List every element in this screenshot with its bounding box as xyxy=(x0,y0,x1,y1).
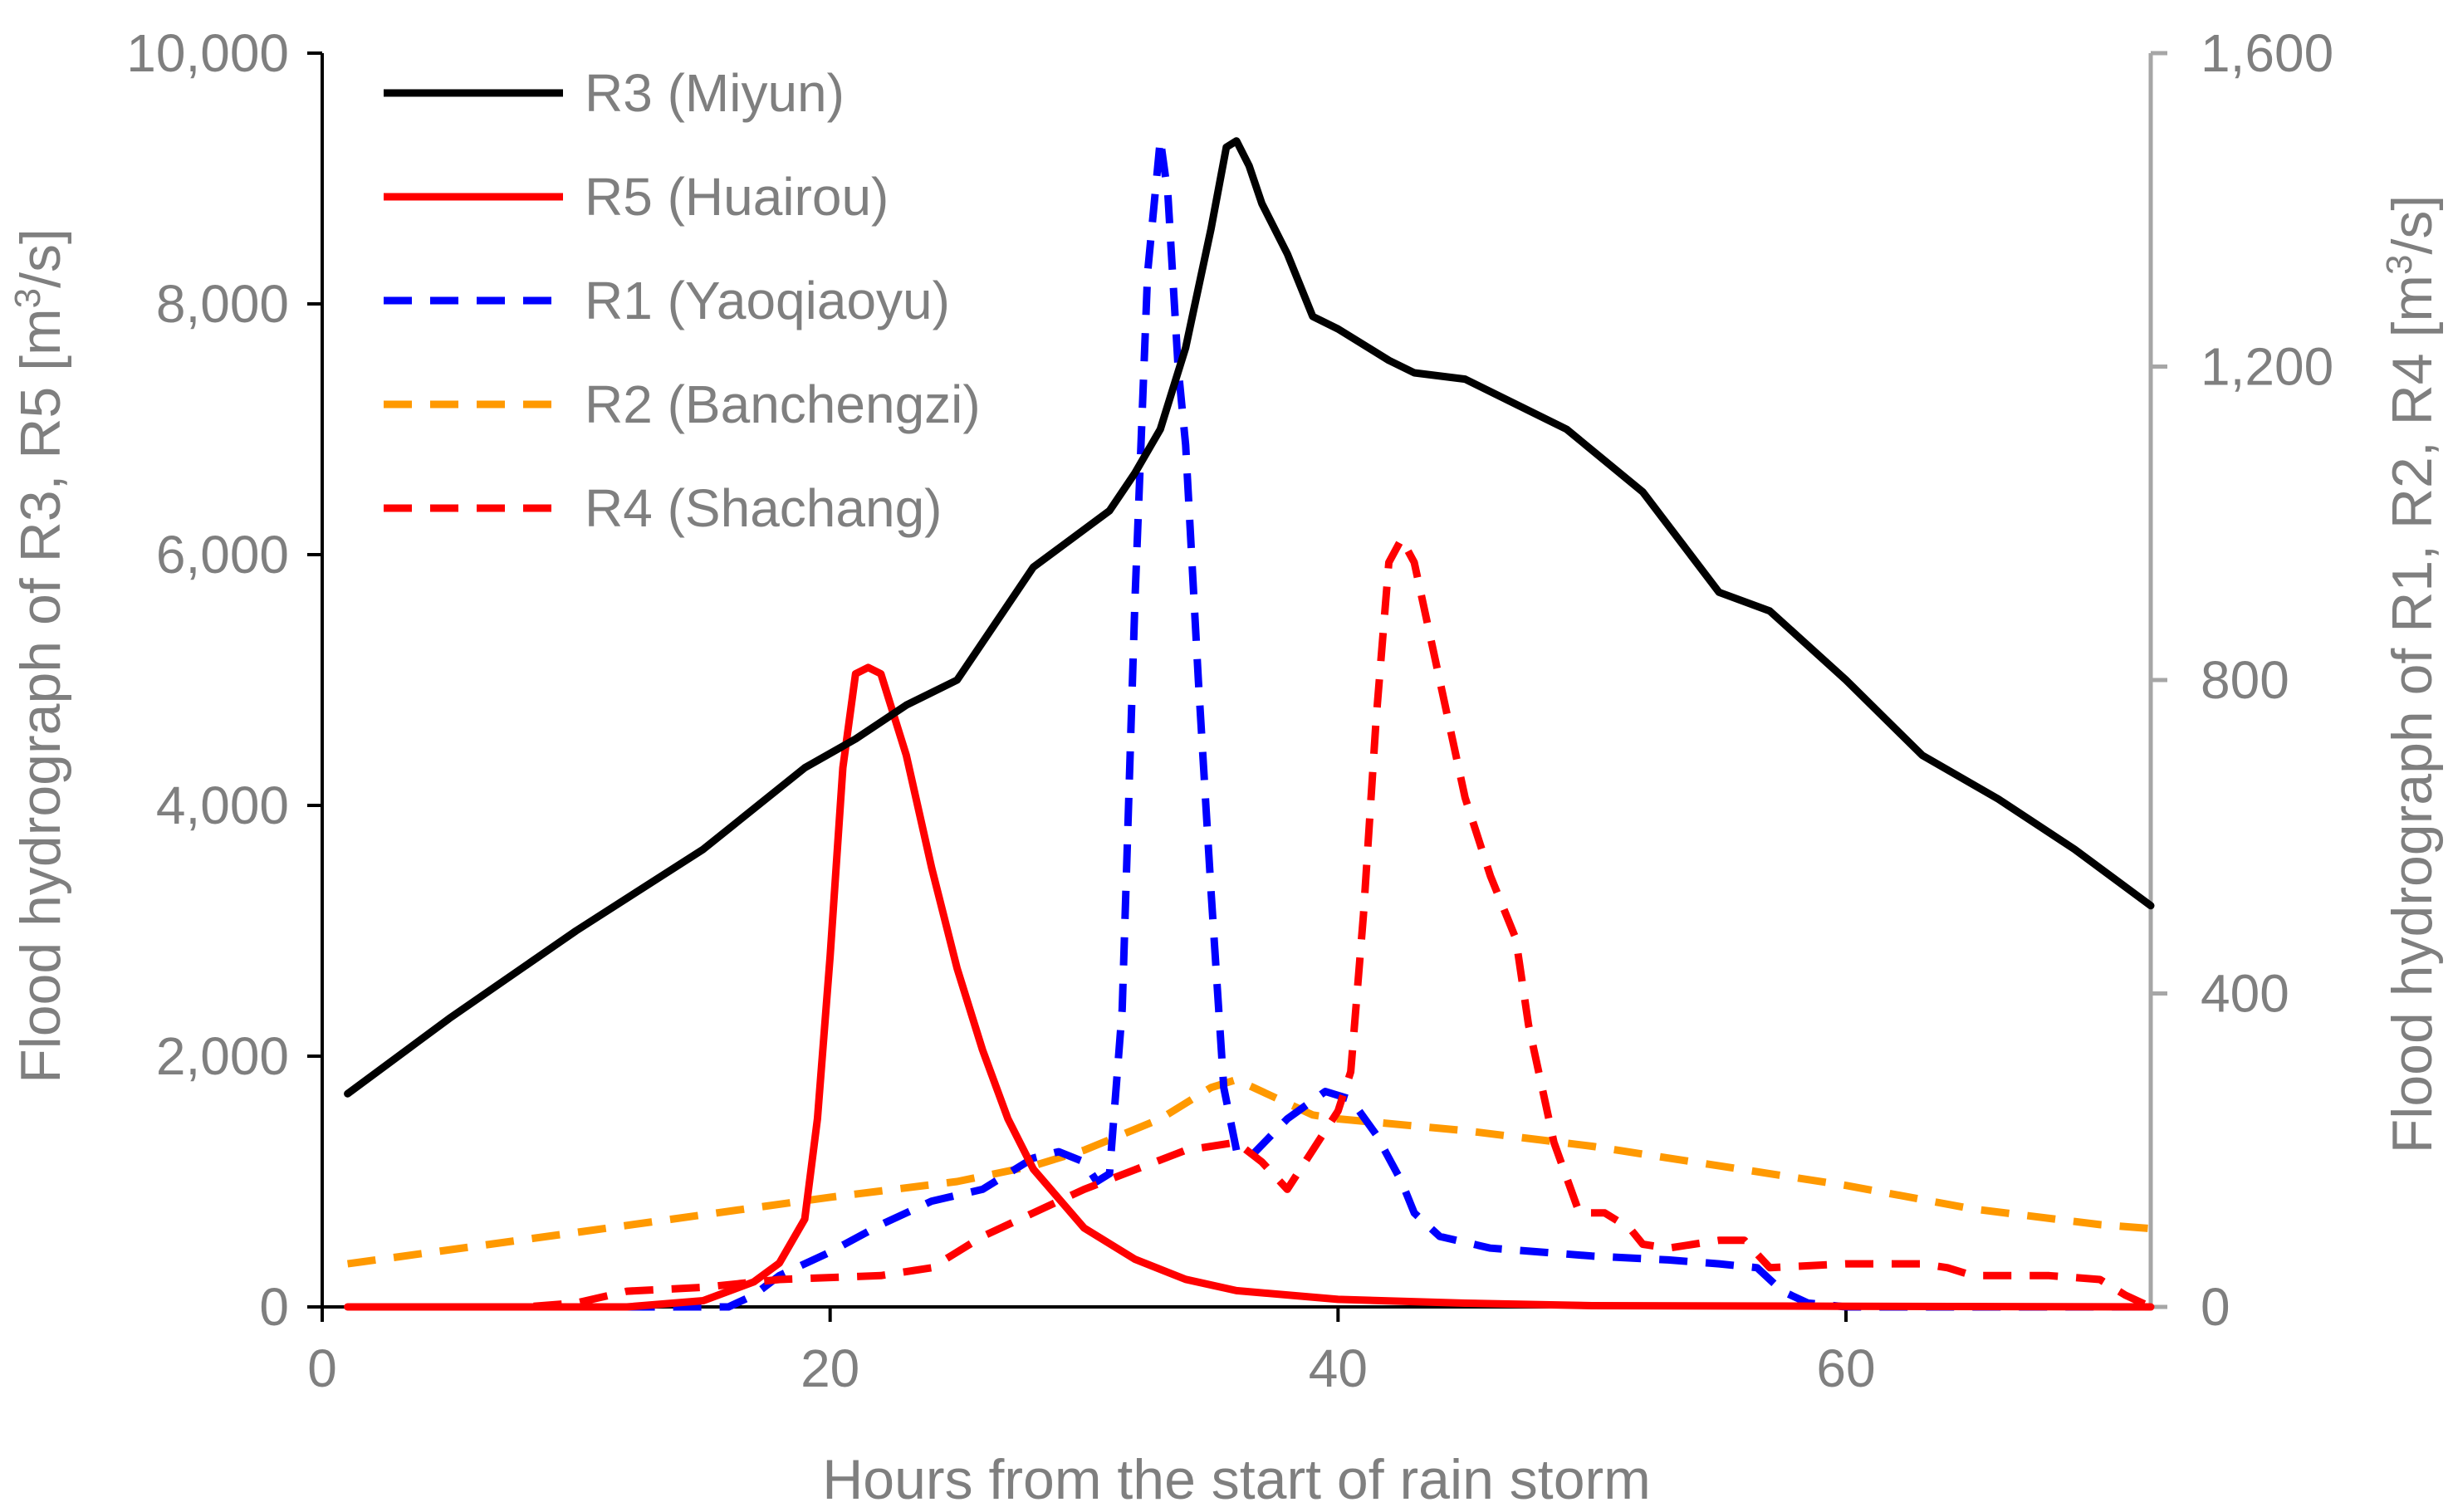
series-line-r2 xyxy=(346,1075,2152,1268)
y-left-axis-title: Flood hydrograph of R3, R5 [m3/s] xyxy=(7,228,73,1084)
legend-label-r1: R1 (Yaoqiaoyu) xyxy=(585,271,950,330)
series-line-r1 xyxy=(347,135,2151,1311)
y-right-tick-label: 1,600 xyxy=(2201,23,2333,83)
y-left-tick-label: 10,000 xyxy=(126,23,289,83)
y-left-tick-label: 8,000 xyxy=(156,274,289,334)
y-right-tick-label: 400 xyxy=(2201,964,2289,1024)
x-axis-ticks: 0 20 40 60 xyxy=(307,1307,1876,1398)
series-line-r4 xyxy=(347,535,2152,1311)
y-left-tick-label: 6,000 xyxy=(156,525,289,585)
y-left-tick-label: 4,000 xyxy=(156,776,289,835)
y-left-tick-label: 0 xyxy=(259,1277,289,1337)
x-tick-label: 0 xyxy=(307,1338,337,1398)
x-tick-label: 60 xyxy=(1816,1338,1875,1398)
legend: R3 (Miyun) R5 (Huairou) R1 (Yaoqiaoyu) R2 (… xyxy=(384,63,981,538)
legend-label-r2: R2 (Banchengzi) xyxy=(585,374,981,434)
series-line-r5 xyxy=(344,663,2155,1311)
x-axis-title: Hours from the start of rain storm xyxy=(822,1448,1651,1511)
legend-label-r3: R3 (Miyun) xyxy=(585,63,845,123)
x-tick-label: 20 xyxy=(801,1338,859,1398)
y-right-tick-label: 0 xyxy=(2201,1277,2230,1337)
legend-label-r4: R4 (Shachang) xyxy=(585,478,942,538)
y-left-axis-ticks: 0 2,000 4,000 6,000 8,000 10,000 xyxy=(126,23,322,1337)
x-tick-label: 40 xyxy=(1309,1338,1368,1398)
y-right-tick-label: 800 xyxy=(2201,650,2289,710)
y-right-axis-ticks: 0 400 800 1,200 1,600 xyxy=(2151,23,2333,1337)
y-right-axis-title: Flood hydrograph of R1, R2, R4 [m3/s] xyxy=(2379,195,2445,1154)
y-left-tick-label: 2,000 xyxy=(156,1026,289,1086)
series-line-r3 xyxy=(344,137,2155,1098)
series-lines xyxy=(344,135,2155,1311)
y-right-tick-label: 1,200 xyxy=(2201,337,2333,397)
legend-label-r5: R5 (Huairou) xyxy=(585,167,889,227)
